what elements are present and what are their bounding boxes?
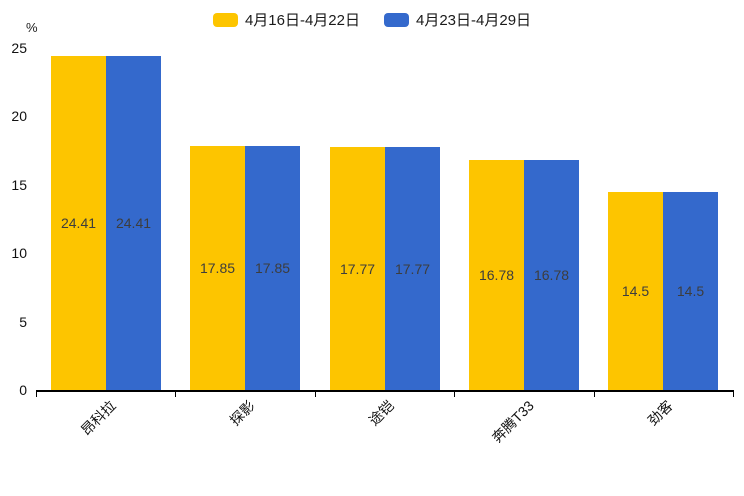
legend-item-week2[interactable]: 4月23日-4月29日 [384,9,531,30]
bar-series1: 17.85 [190,146,245,390]
bar-group: 17.85 17.85 [190,146,300,390]
bar-series2: 24.41 [106,56,161,390]
legend-label: 4月16日-4月22日 [244,12,360,29]
x-axis-tick [594,392,595,397]
y-tick-label: 5 [19,314,27,330]
bar-value-label: 16.78 [478,267,515,283]
x-category-label: 昂科拉 [77,397,119,439]
x-axis-line [36,390,734,392]
legend: 4月16日-4月22日 4月23日-4月29日 [0,9,744,30]
bar-series1: 16.78 [469,160,524,390]
bar-series1: 24.41 [51,56,106,390]
bar-group: 14.5 14.5 [608,192,718,390]
bar-value-label: 24.41 [60,215,97,231]
x-category-label: 劲客 [644,397,676,429]
y-axis-unit-label: % [26,20,38,35]
y-tick-label: 0 [19,382,27,398]
bar-series1: 17.77 [330,147,385,390]
legend-swatch-yellow [212,12,238,27]
bar-series2: 17.85 [245,146,300,390]
bar-group: 24.41 24.41 [51,56,161,390]
x-axis-tick [175,392,176,397]
bar-group: 17.77 17.77 [330,147,440,390]
x-axis-tick [733,392,734,397]
legend-item-week1[interactable]: 4月16日-4月22日 [212,9,360,30]
bar-series2: 14.5 [663,192,718,390]
bar-group: 16.78 16.78 [469,160,579,390]
y-tick-label: 20 [11,108,27,124]
bar-value-label: 17.85 [254,260,291,276]
y-tick-label: 25 [11,40,27,56]
bar-value-label: 17.77 [339,260,376,277]
bar-value-label: 16.78 [533,267,570,283]
x-axis-tick [36,392,37,397]
bar-series2: 17.77 [385,147,440,390]
legend-swatch-blue [384,12,409,27]
bar-value-label: 17.77 [394,260,431,277]
x-category-label: 奔腾T33 [488,397,537,446]
bar-series2: 16.78 [524,160,579,390]
y-tick-label: 15 [11,177,27,193]
bar-value-label: 14.5 [621,283,650,299]
bar-series1: 14.5 [608,192,663,390]
bar-value-label: 14.5 [676,283,705,299]
x-category-label: 探影 [226,397,258,429]
x-axis-tick [315,392,316,397]
y-tick-label: 10 [11,245,27,261]
x-axis-tick [454,392,455,397]
bar-value-label: 17.85 [199,260,236,276]
bar-value-label: 24.41 [115,215,152,231]
legend-label: 4月23日-4月29日 [416,12,532,29]
x-category-label: 途铠 [365,397,397,429]
